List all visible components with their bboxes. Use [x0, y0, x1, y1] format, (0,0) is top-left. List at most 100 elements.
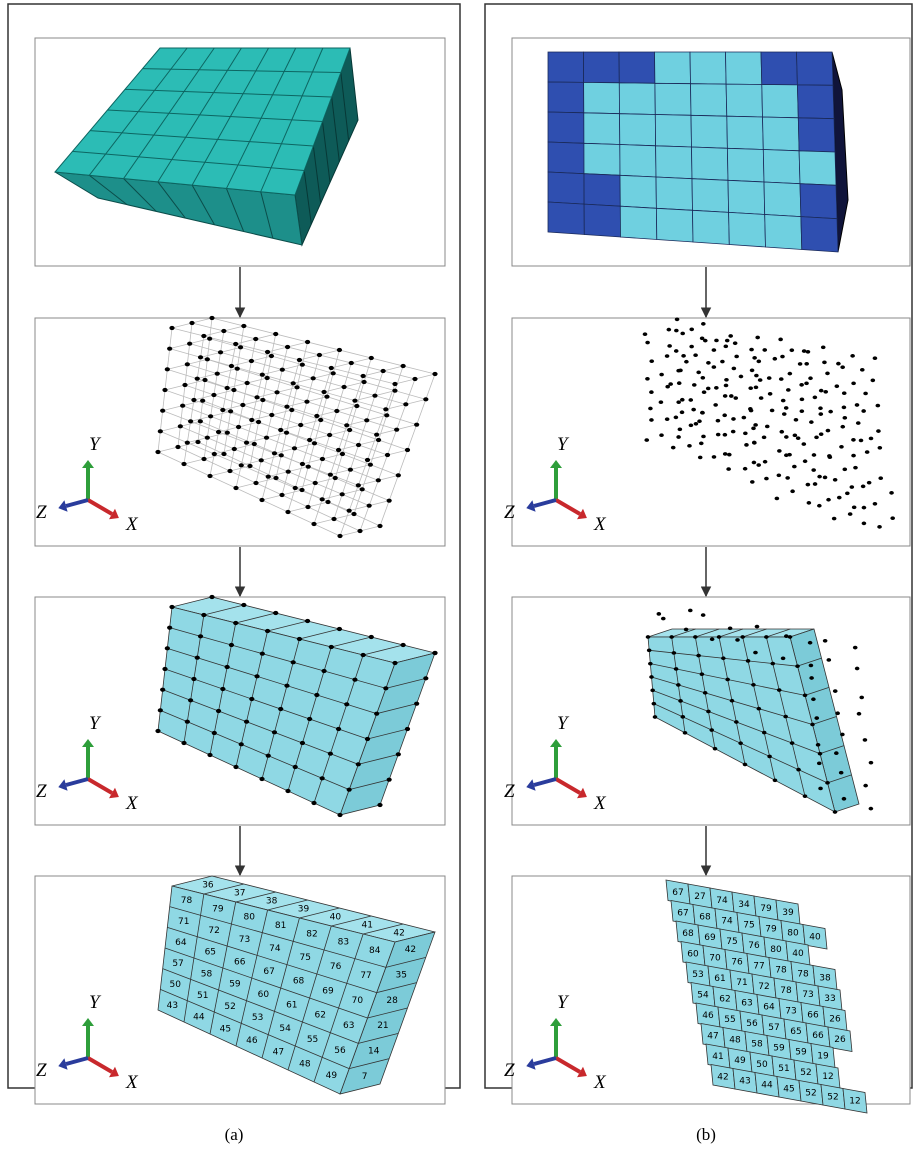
element-label: 63 — [741, 998, 752, 1008]
node — [280, 368, 285, 372]
mesh-cell — [800, 184, 837, 219]
node — [696, 654, 701, 658]
node — [743, 763, 748, 767]
mesh-cell — [584, 52, 620, 83]
node — [731, 430, 736, 434]
node — [688, 609, 693, 613]
node — [754, 385, 759, 389]
node — [667, 328, 672, 332]
node — [799, 383, 804, 387]
node — [837, 496, 842, 500]
node — [216, 709, 221, 713]
node — [710, 637, 715, 641]
node — [367, 504, 372, 508]
node — [324, 395, 329, 399]
mesh-cell — [762, 85, 799, 118]
node — [643, 332, 648, 336]
node — [349, 361, 354, 365]
node — [781, 399, 786, 403]
node — [297, 637, 302, 641]
node — [730, 699, 735, 703]
mesh-cell — [620, 206, 657, 239]
node — [723, 452, 728, 456]
element-label: 76 — [748, 941, 760, 951]
node — [300, 741, 305, 745]
node — [749, 409, 754, 413]
node — [285, 789, 290, 793]
node — [307, 438, 312, 442]
node — [845, 491, 850, 495]
node — [318, 418, 323, 422]
element-label: 74 — [269, 944, 281, 954]
node — [678, 369, 683, 373]
mesh-cell — [584, 82, 620, 113]
node — [273, 332, 278, 336]
node — [202, 378, 207, 382]
node — [401, 643, 406, 647]
node — [706, 710, 711, 714]
node — [818, 406, 823, 410]
node — [225, 386, 230, 390]
node — [216, 430, 221, 434]
element-label: 79 — [765, 924, 777, 934]
element-label: 80 — [770, 945, 782, 955]
node — [381, 369, 386, 373]
node — [876, 429, 881, 433]
node — [401, 364, 406, 368]
node — [292, 446, 297, 450]
node — [328, 752, 333, 756]
node — [233, 765, 238, 769]
node — [187, 342, 192, 346]
node — [239, 742, 244, 746]
node — [209, 316, 214, 320]
mesh-cell — [690, 52, 726, 84]
node — [732, 367, 737, 371]
node — [260, 373, 265, 377]
node — [823, 390, 828, 394]
node — [681, 354, 686, 358]
node — [775, 497, 780, 501]
node — [155, 450, 160, 454]
axis-label: X — [593, 514, 607, 535]
node — [337, 348, 342, 352]
node — [191, 398, 196, 402]
element-label: 58 — [751, 1039, 763, 1049]
node — [827, 658, 832, 662]
node — [752, 356, 757, 360]
node — [304, 400, 309, 404]
mesh-cell — [548, 52, 584, 82]
node — [356, 443, 361, 447]
node — [331, 371, 336, 375]
node — [385, 453, 390, 457]
node — [405, 727, 410, 731]
node — [191, 677, 196, 681]
node — [819, 432, 824, 436]
node — [746, 659, 751, 663]
mesh-cell — [656, 146, 692, 179]
node — [208, 414, 213, 418]
element-label: 73 — [239, 935, 250, 945]
node — [344, 423, 349, 427]
node — [228, 409, 233, 413]
mesh-cell — [726, 84, 762, 117]
node — [833, 689, 838, 693]
node — [694, 422, 699, 426]
element-label: 53 — [252, 1013, 263, 1023]
node — [211, 393, 216, 397]
node — [336, 448, 341, 452]
element-label: 40 — [809, 932, 821, 942]
element-label: 74 — [721, 916, 733, 926]
node — [361, 374, 366, 378]
node — [229, 643, 234, 647]
node — [372, 394, 377, 398]
node — [693, 635, 698, 639]
element-label: 51 — [778, 1064, 789, 1074]
node — [181, 741, 186, 745]
element-label: 42 — [405, 945, 416, 955]
node — [692, 383, 697, 387]
node — [683, 731, 688, 735]
element-label: 68 — [682, 929, 694, 939]
node — [698, 456, 703, 460]
node — [294, 385, 299, 389]
element-label: 63 — [343, 1021, 354, 1031]
